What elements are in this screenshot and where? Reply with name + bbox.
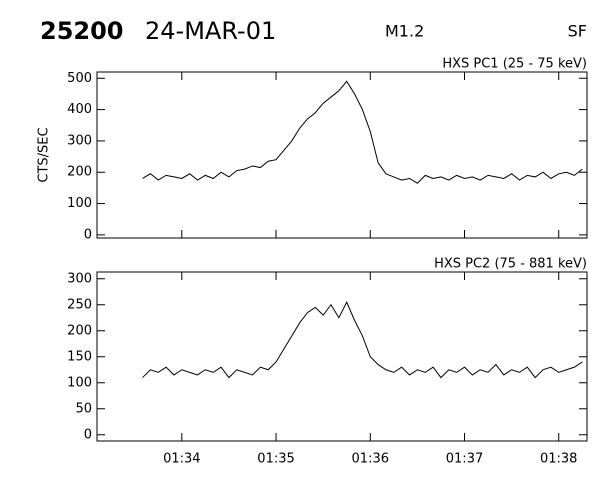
data-line — [142, 80, 583, 184]
x-tick-label: 01:36 — [352, 452, 389, 467]
plot-frame — [96, 71, 588, 239]
y-tick-label: 400 — [67, 102, 92, 117]
x-tick-label: 01:35 — [257, 452, 294, 467]
y-tick-label: 150 — [67, 349, 92, 364]
x-tick-label: 01:38 — [540, 452, 577, 467]
y-tick-label: 300 — [67, 133, 92, 148]
y-tick-label: 50 — [75, 401, 92, 416]
y-tick-label: 250 — [67, 297, 92, 312]
y-tick-label: 200 — [67, 323, 92, 338]
y-axis-label: CTS/SEC — [37, 127, 52, 182]
goes-class: M1.2 — [385, 22, 424, 41]
y-tick-label: 500 — [67, 71, 92, 86]
plot-frame — [96, 271, 588, 442]
event-id: 25200 — [40, 17, 124, 45]
data-line — [142, 300, 583, 379]
y-tick-label: 100 — [67, 196, 92, 211]
y-tick-label: 100 — [67, 375, 92, 390]
date: 24-MAR-01 — [145, 17, 276, 45]
panel-title: HXS PC2 (75 - 881 keV) — [434, 257, 587, 272]
x-tick-label: 01:34 — [163, 452, 200, 467]
panel-title: HXS PC1 (25 - 75 keV) — [442, 57, 587, 72]
y-tick-label: 300 — [67, 271, 92, 286]
flag: SF — [568, 22, 587, 41]
y-tick-label: 0 — [84, 427, 92, 442]
y-tick-label: 0 — [84, 227, 92, 242]
x-tick-label: 01:37 — [446, 452, 483, 467]
y-tick-label: 200 — [67, 165, 92, 180]
